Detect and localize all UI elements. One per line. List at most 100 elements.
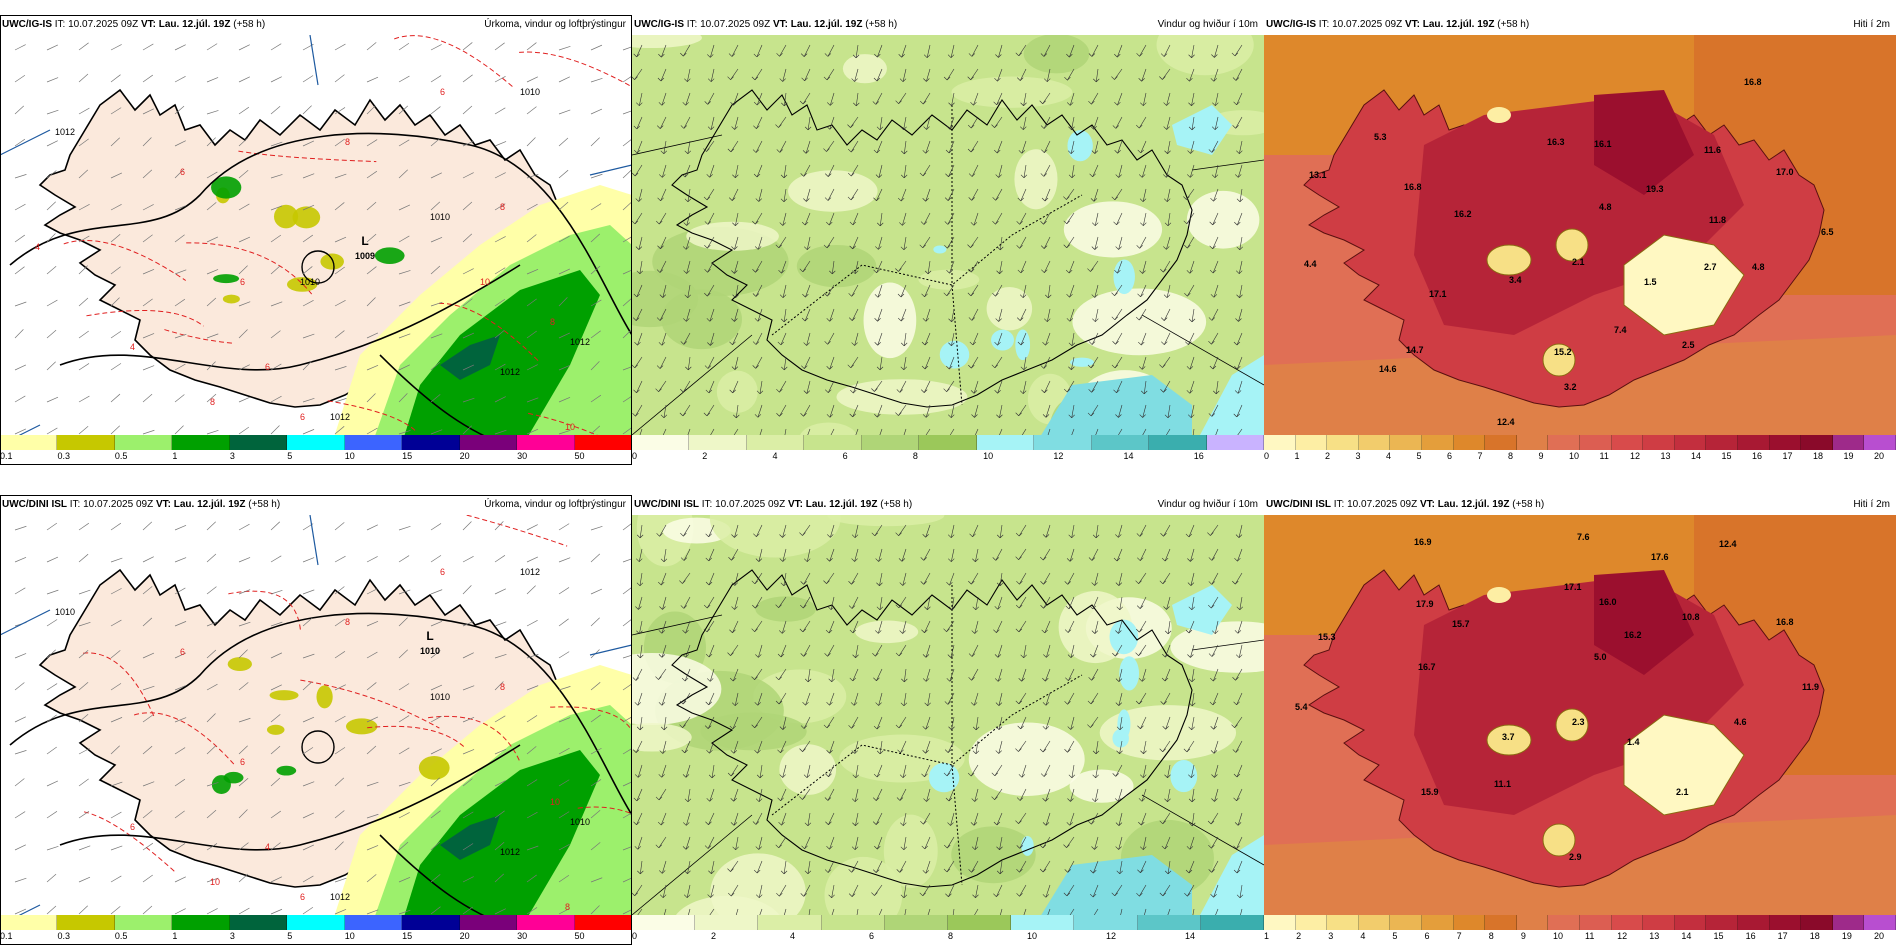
wind-arrow-head	[1117, 53, 1121, 58]
wind-arrow-head	[1163, 246, 1167, 250]
wind-arrow	[1235, 116, 1243, 129]
temperature-isoline-label: 8	[550, 317, 555, 327]
wind-arrow	[778, 692, 787, 705]
wind-arrow-head	[755, 149, 760, 153]
wind-arrow-head	[901, 150, 905, 155]
wind-arrow-head	[1159, 748, 1163, 752]
wind-barb	[270, 908, 283, 915]
wind-arrow	[1214, 44, 1219, 58]
wind-arrow	[1236, 692, 1243, 705]
wind-arrow-head	[705, 389, 710, 394]
wind-arrow	[950, 548, 955, 562]
graticule-line	[632, 614, 723, 636]
wind-barb	[558, 651, 570, 659]
temperature-isoline-label: 10	[565, 422, 575, 432]
wind-barb	[462, 201, 473, 211]
wind-arrow-head	[1239, 246, 1243, 251]
wind-barb	[526, 524, 538, 531]
model-name: UWC/IG-IS	[1266, 19, 1316, 30]
wind-arrow	[975, 548, 979, 562]
wind-barb	[174, 778, 186, 787]
wind-arrow	[658, 212, 667, 225]
wind-arrow-head	[1163, 606, 1167, 610]
wind-arrow	[827, 164, 835, 177]
wind-arrow-head	[1067, 76, 1071, 81]
wind-arrow-head	[924, 270, 929, 275]
wind-arrow-head	[972, 606, 976, 611]
temperature-isoline	[439, 302, 539, 362]
wind-barb	[494, 298, 506, 307]
wind-arrow-head	[829, 414, 834, 418]
temperature-label: 13.1	[1309, 170, 1327, 180]
wind-arrow-head	[660, 150, 665, 155]
wind-arrow-head	[919, 892, 923, 897]
gust-area	[933, 245, 947, 254]
wind-arrow-head	[951, 342, 955, 346]
wind-arrow	[1140, 140, 1147, 154]
wind-barb	[462, 906, 473, 915]
wind-arrow-head	[875, 869, 880, 873]
wind-arrow-head	[1236, 773, 1241, 778]
wind-arrow-head	[703, 628, 708, 633]
wind-arrow-head	[1136, 124, 1140, 129]
wind-barb	[174, 425, 184, 435]
wind-arrow	[1167, 788, 1171, 802]
colorbar-tick-label: 14	[1123, 451, 1134, 461]
wind-barb	[142, 874, 153, 883]
wind-arrow-head	[995, 750, 999, 754]
wind-arrow	[879, 212, 883, 226]
isobar-label: 1012	[330, 412, 350, 422]
wind-arrow	[685, 764, 691, 778]
wind-arrow	[1143, 212, 1147, 226]
glacier-cold-area	[1486, 244, 1532, 276]
wind-arrow-head	[1088, 820, 1092, 825]
wind-arrow-head	[1207, 820, 1212, 825]
wind-arrow-head	[1138, 821, 1142, 826]
wind-arrow-head	[971, 677, 975, 681]
wind-arrow-head	[706, 749, 710, 754]
colorbar-swatch	[517, 435, 575, 450]
wind-arrow	[1069, 44, 1075, 58]
wind-arrow	[974, 620, 979, 634]
wind-barb	[142, 685, 155, 691]
wind-barb	[558, 587, 570, 595]
wind-arrow-head	[900, 702, 905, 707]
colorbar-swatch	[114, 435, 173, 450]
wind-arrow-head	[925, 198, 929, 202]
wind-arrow-head	[1115, 822, 1120, 826]
wind-barb	[462, 749, 475, 755]
wind-arrow-head	[995, 702, 1000, 706]
wind-barb	[238, 364, 250, 371]
wind-arrow-head	[806, 390, 811, 394]
wind-arrow-head	[734, 606, 738, 610]
wind-arrow-head	[710, 126, 715, 130]
wind-arrow-head	[751, 724, 755, 728]
wind-arrow-head	[755, 604, 759, 609]
wind-barb	[14, 557, 27, 563]
wind-arrow-head	[686, 318, 690, 322]
wind-arrow-head	[708, 774, 713, 779]
wind-barb	[462, 397, 475, 403]
wind-arrow-head	[687, 294, 691, 299]
wind-arrow	[734, 596, 739, 610]
wind-arrow-head	[997, 606, 1001, 610]
wind-arrow-head	[780, 198, 785, 203]
isobar	[9, 612, 632, 816]
wind-arrow-head	[731, 126, 735, 130]
wind-arrow-head	[1237, 822, 1242, 826]
wind-arrow-head	[658, 581, 662, 586]
wind-arrow-head	[756, 173, 761, 178]
wind-arrow-head	[852, 774, 856, 779]
shower-cell	[345, 718, 378, 735]
colorbar-swatch	[1516, 915, 1549, 930]
wind-arrow-head	[734, 702, 739, 706]
wind-arrow	[731, 44, 739, 57]
wind-arrow	[876, 140, 883, 154]
wind-barb	[334, 300, 346, 307]
wind-arrow	[1091, 668, 1099, 681]
wind-barb	[110, 44, 122, 51]
wind-barb	[334, 555, 346, 563]
wind-arrow-head	[681, 677, 686, 682]
wind-arrow-head	[1238, 174, 1242, 178]
wind-barb	[494, 748, 507, 755]
